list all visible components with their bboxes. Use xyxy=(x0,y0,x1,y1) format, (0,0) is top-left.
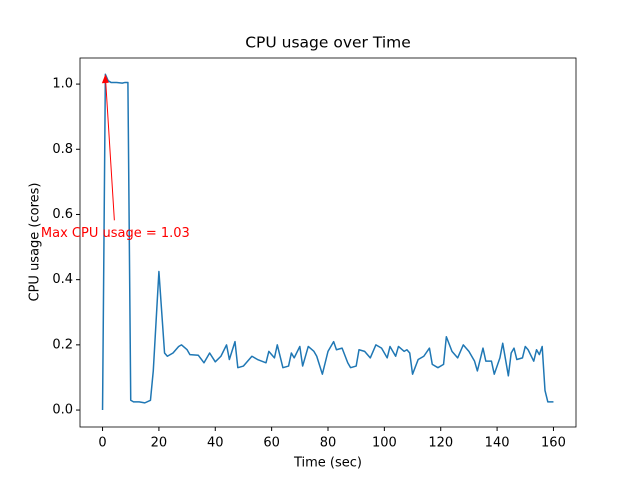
y-tick-label: 0.0 xyxy=(52,403,73,418)
y-tick-label: 1.0 xyxy=(52,77,73,92)
data-line xyxy=(101,73,554,411)
annotation-arrow xyxy=(104,76,115,221)
x-tick-label: 100 xyxy=(372,436,397,451)
x-axis-label: Time (sec) xyxy=(293,456,362,471)
x-tick-label: 80 xyxy=(320,436,337,451)
annotation-text: Max CPU usage = 1.03 xyxy=(41,226,190,241)
y-tick-label: 0.8 xyxy=(52,142,73,157)
x-tick-label: 120 xyxy=(428,436,453,451)
plot-frame xyxy=(79,57,577,428)
x-tick-label: 60 xyxy=(263,436,280,451)
y-axis-label: CPU usage (cores) xyxy=(28,183,43,302)
x-tick-label: 40 xyxy=(207,436,224,451)
y-tick-label: 0.6 xyxy=(52,207,73,222)
x-tick-label: 160 xyxy=(541,436,566,451)
y-tick-label: 0.2 xyxy=(52,337,73,352)
x-tick-label: 140 xyxy=(485,436,510,451)
x-tick-label: 20 xyxy=(151,436,168,451)
annotation-arrowhead xyxy=(101,74,109,84)
chart-title: CPU usage over Time xyxy=(245,34,411,52)
x-tick-label: 0 xyxy=(98,436,106,451)
y-tick-label: 0.4 xyxy=(52,272,73,287)
